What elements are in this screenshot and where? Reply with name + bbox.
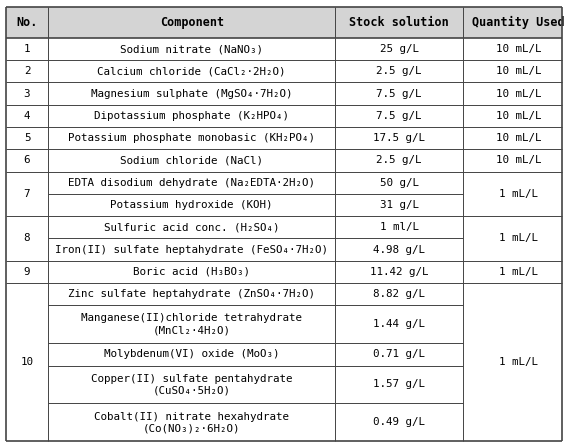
Text: 1: 1 (24, 44, 30, 54)
Text: 7.5 g/L: 7.5 g/L (376, 111, 422, 121)
Text: Potassium hydroxide (KOH): Potassium hydroxide (KOH) (110, 200, 273, 210)
Text: 1 mL/L: 1 mL/L (499, 189, 538, 199)
Text: Boric acid (H₃BO₃): Boric acid (H₃BO₃) (133, 267, 250, 277)
Text: 0.49 g/L: 0.49 g/L (373, 418, 425, 427)
Text: 1.44 g/L: 1.44 g/L (373, 319, 425, 329)
Text: 25 g/L: 25 g/L (379, 44, 419, 54)
Text: 8.82 g/L: 8.82 g/L (373, 289, 425, 299)
Text: 3: 3 (24, 89, 30, 99)
Text: 2: 2 (24, 66, 30, 76)
Text: 0.71 g/L: 0.71 g/L (373, 349, 425, 359)
Text: EDTA disodium dehydrate (Na₂EDTA·2H₂O): EDTA disodium dehydrate (Na₂EDTA·2H₂O) (68, 178, 315, 188)
Text: 10 mL/L: 10 mL/L (495, 155, 541, 165)
Text: 9: 9 (24, 267, 30, 277)
Text: Manganese(II)chloride tetrahydrate
(MnCl₂·4H₂O): Manganese(II)chloride tetrahydrate (MnCl… (81, 314, 302, 335)
Text: 1 mL/L: 1 mL/L (499, 267, 538, 277)
Text: 2.5 g/L: 2.5 g/L (376, 66, 422, 76)
Text: 7: 7 (24, 189, 30, 199)
Text: 2.5 g/L: 2.5 g/L (376, 155, 422, 165)
Text: Quantity Used: Quantity Used (472, 16, 565, 29)
Text: 6: 6 (24, 155, 30, 165)
Text: 10 mL/L: 10 mL/L (495, 89, 541, 99)
Text: Stock solution: Stock solution (349, 16, 449, 29)
Text: Iron(II) sulfate heptahydrate (FeSO₄·7H₂O): Iron(II) sulfate heptahydrate (FeSO₄·7H₂… (55, 245, 328, 254)
Text: 5: 5 (24, 133, 30, 143)
Text: 17.5 g/L: 17.5 g/L (373, 133, 425, 143)
Bar (6, 7, 562, 38)
Text: Molybdenum(VI) oxide (MoO₃): Molybdenum(VI) oxide (MoO₃) (104, 349, 279, 359)
Text: Component: Component (160, 16, 224, 29)
Text: 1 mL/L: 1 mL/L (499, 233, 538, 243)
Text: 4.98 g/L: 4.98 g/L (373, 245, 425, 254)
Text: Copper(II) sulfate pentahydrate
(CuSO₄·5H₂O): Copper(II) sulfate pentahydrate (CuSO₄·5… (91, 374, 293, 395)
Text: 1 mL/L: 1 mL/L (499, 357, 538, 367)
Text: 10 mL/L: 10 mL/L (495, 44, 541, 54)
Text: 10: 10 (20, 357, 34, 367)
Text: Calcium chloride (CaCl₂·2H₂O): Calcium chloride (CaCl₂·2H₂O) (98, 66, 286, 76)
Text: 4: 4 (24, 111, 30, 121)
Text: Magnesium sulphate (MgSO₄·7H₂O): Magnesium sulphate (MgSO₄·7H₂O) (91, 89, 293, 99)
Text: Cobalt(II) nitrate hexahydrate
(Co(NO₃)₂·6H₂O): Cobalt(II) nitrate hexahydrate (Co(NO₃)₂… (94, 412, 289, 433)
Text: 1.57 g/L: 1.57 g/L (373, 379, 425, 389)
Text: 7.5 g/L: 7.5 g/L (376, 89, 422, 99)
Text: Sodium nitrate (NaNO₃): Sodium nitrate (NaNO₃) (120, 44, 263, 54)
Text: 50 g/L: 50 g/L (379, 178, 419, 188)
Text: 31 g/L: 31 g/L (379, 200, 419, 210)
Text: Sodium chloride (NaCl): Sodium chloride (NaCl) (120, 155, 263, 165)
Text: Sulfuric acid conc. (H₂SO₄): Sulfuric acid conc. (H₂SO₄) (104, 222, 279, 233)
Text: Potassium phosphate monobasic (KH₂PO₄): Potassium phosphate monobasic (KH₂PO₄) (68, 133, 315, 143)
Text: 10 mL/L: 10 mL/L (495, 66, 541, 76)
Text: 10 mL/L: 10 mL/L (495, 133, 541, 143)
Text: Zinc sulfate heptahydrate (ZnSO₄·7H₂O): Zinc sulfate heptahydrate (ZnSO₄·7H₂O) (68, 289, 315, 299)
Text: Dipotassium phosphate (K₂HPO₄): Dipotassium phosphate (K₂HPO₄) (94, 111, 289, 121)
Text: 11.42 g/L: 11.42 g/L (370, 267, 428, 277)
Text: 10 mL/L: 10 mL/L (495, 111, 541, 121)
Text: 8: 8 (24, 233, 30, 243)
Text: 1 ml/L: 1 ml/L (379, 222, 419, 233)
Text: No.: No. (16, 16, 37, 29)
